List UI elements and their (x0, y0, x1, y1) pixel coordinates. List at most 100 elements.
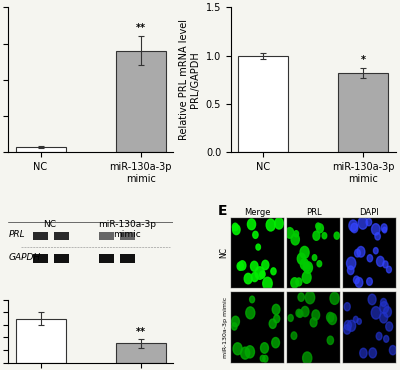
Circle shape (381, 224, 387, 232)
Circle shape (262, 260, 269, 270)
Circle shape (232, 323, 237, 330)
Circle shape (312, 255, 317, 260)
Circle shape (300, 246, 309, 259)
Text: **: ** (136, 23, 146, 33)
Circle shape (246, 307, 255, 319)
Bar (116, 51, 166, 152)
Circle shape (241, 347, 250, 359)
Circle shape (291, 234, 299, 245)
Circle shape (389, 346, 396, 355)
Circle shape (354, 276, 359, 284)
Circle shape (301, 306, 309, 317)
Circle shape (357, 319, 361, 324)
Circle shape (260, 272, 265, 278)
Y-axis label: Relative PRL mRNA level
PRL/GAPDH: Relative PRL mRNA level PRL/GAPDH (179, 19, 200, 140)
Circle shape (298, 310, 303, 317)
Circle shape (368, 294, 376, 305)
Text: GAPDH: GAPDH (9, 253, 41, 262)
Text: *: * (361, 56, 366, 65)
Circle shape (351, 223, 358, 233)
Bar (99, 232, 114, 240)
Circle shape (300, 259, 308, 269)
Circle shape (317, 224, 324, 233)
Circle shape (375, 233, 380, 240)
Circle shape (303, 352, 312, 364)
Circle shape (327, 336, 334, 344)
Text: miR-130a-3p
mimic: miR-130a-3p mimic (98, 220, 156, 239)
Circle shape (239, 261, 246, 270)
Bar (54, 254, 69, 263)
Circle shape (317, 261, 322, 267)
Circle shape (255, 267, 264, 279)
Circle shape (373, 248, 378, 254)
Circle shape (326, 312, 334, 322)
Circle shape (256, 244, 260, 250)
Circle shape (344, 320, 352, 330)
Text: **: ** (136, 327, 146, 337)
Circle shape (322, 233, 327, 239)
Circle shape (237, 262, 243, 270)
Circle shape (297, 253, 306, 264)
Circle shape (358, 217, 368, 229)
Circle shape (367, 278, 372, 285)
Circle shape (372, 224, 380, 235)
Circle shape (253, 231, 258, 238)
Circle shape (291, 278, 298, 288)
Circle shape (260, 355, 265, 361)
Circle shape (250, 261, 258, 271)
Circle shape (347, 320, 356, 332)
Circle shape (272, 337, 280, 348)
Circle shape (272, 305, 280, 314)
Bar (16, 319, 66, 363)
Circle shape (269, 319, 276, 329)
Circle shape (251, 272, 258, 282)
Circle shape (383, 261, 388, 268)
Circle shape (263, 355, 268, 362)
Bar (99, 254, 114, 263)
Bar (338, 73, 388, 152)
Circle shape (286, 228, 294, 238)
Circle shape (344, 325, 351, 334)
Circle shape (302, 272, 311, 283)
Circle shape (382, 227, 387, 233)
Circle shape (384, 336, 389, 342)
Circle shape (291, 332, 297, 339)
Circle shape (328, 313, 336, 324)
Circle shape (266, 219, 275, 231)
Circle shape (275, 218, 283, 229)
Circle shape (294, 231, 298, 237)
Title: DAPI: DAPI (360, 208, 379, 217)
Circle shape (245, 346, 254, 358)
Circle shape (260, 271, 265, 277)
Circle shape (303, 262, 310, 272)
Circle shape (355, 278, 363, 287)
Bar (116, 343, 166, 363)
Circle shape (367, 255, 373, 262)
Circle shape (386, 322, 393, 331)
Circle shape (360, 348, 367, 358)
Y-axis label: miR-130a-3p mimic: miR-130a-3p mimic (223, 297, 228, 358)
Circle shape (316, 223, 320, 229)
Text: E: E (218, 204, 227, 218)
Circle shape (354, 249, 360, 257)
Circle shape (233, 225, 240, 235)
Bar (238, 56, 288, 152)
Bar (33, 232, 48, 240)
Circle shape (353, 316, 358, 323)
Y-axis label: NC: NC (219, 248, 228, 259)
Text: NC: NC (43, 220, 56, 229)
Circle shape (271, 268, 276, 275)
Bar (54, 232, 69, 240)
Circle shape (366, 218, 372, 226)
Circle shape (232, 316, 240, 327)
Circle shape (296, 309, 302, 317)
Circle shape (288, 314, 293, 322)
Circle shape (349, 220, 358, 231)
Circle shape (296, 278, 302, 286)
Circle shape (248, 219, 256, 230)
Circle shape (346, 257, 356, 269)
Bar (120, 232, 135, 240)
Circle shape (263, 277, 272, 290)
Circle shape (232, 223, 238, 231)
Circle shape (298, 293, 304, 301)
